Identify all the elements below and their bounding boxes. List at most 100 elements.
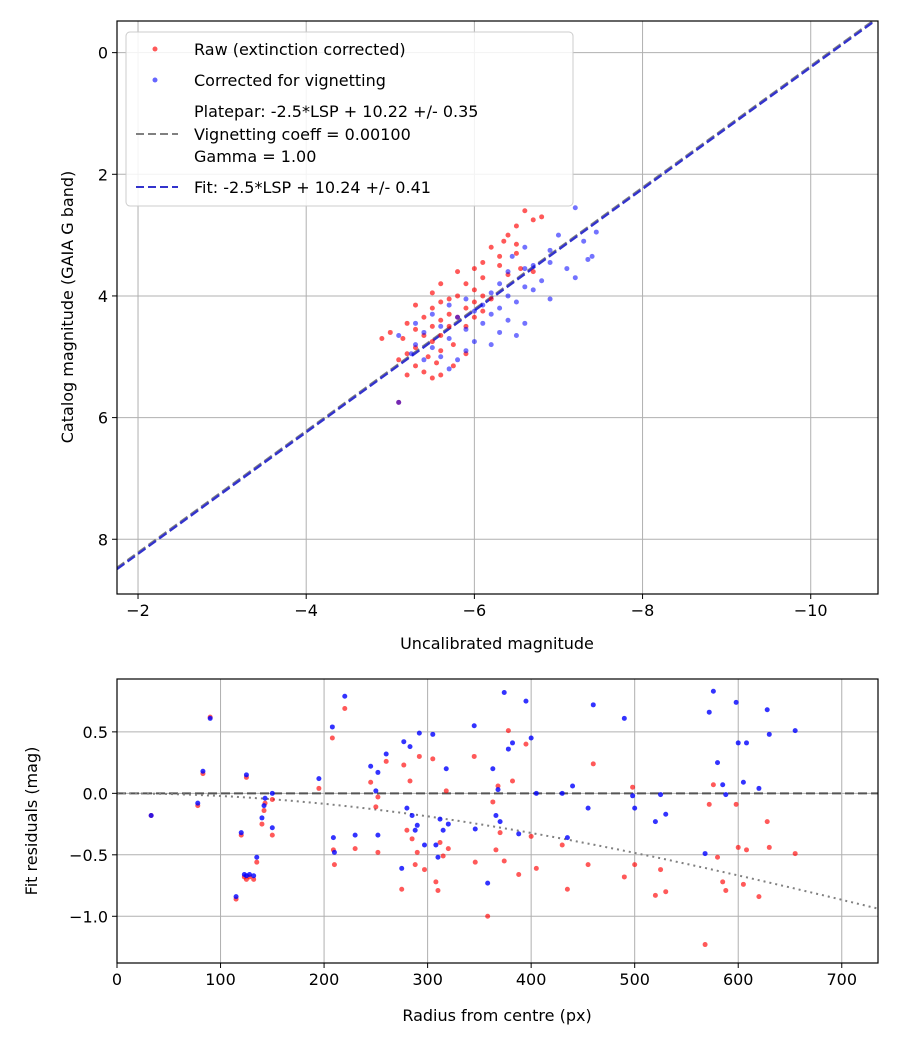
bottom-points: [148, 688, 798, 948]
raw-point: [497, 263, 503, 269]
raw-point: [413, 326, 419, 332]
corrected-point: [590, 702, 596, 708]
x-tick-label: 300: [412, 970, 443, 989]
raw-point: [513, 250, 519, 256]
raw-point: [429, 323, 435, 329]
raw-point: [261, 808, 267, 814]
raw-point: [438, 281, 444, 287]
corrected-point: [564, 835, 570, 841]
corrected-point: [528, 735, 534, 741]
corrected-point: [632, 805, 638, 811]
legend-gamma-label: Gamma = 1.00: [194, 147, 316, 166]
y-tick-label: 0.5: [83, 723, 108, 742]
corrected-point: [200, 768, 206, 774]
legend-platepar-label: Platepar: -2.5*LSP + 10.22 +/- 0.35: [194, 102, 478, 121]
raw-point: [516, 871, 522, 877]
corrected-point: [497, 329, 503, 335]
raw-point: [472, 859, 478, 865]
corrected-point: [329, 724, 335, 730]
y-tick-label: −0.5: [69, 846, 108, 865]
raw-point: [523, 741, 529, 747]
corrected-point: [407, 744, 413, 750]
raw-point: [497, 830, 503, 836]
corrected-point: [485, 880, 491, 886]
top-y-axis-label: Catalog magnitude (GAIA G band): [58, 171, 77, 443]
corrected-point: [555, 232, 561, 238]
raw-point: [533, 865, 539, 871]
raw-point: [480, 275, 486, 281]
x-tick-label: 700: [826, 970, 857, 989]
raw-point: [756, 894, 762, 900]
raw-point: [480, 308, 486, 314]
corrected-point: [330, 835, 336, 841]
corrected-point: [331, 849, 337, 855]
raw-point: [658, 867, 664, 873]
raw-point: [422, 867, 428, 873]
y-tick-label: 8: [98, 530, 108, 549]
corrected-point: [513, 332, 519, 338]
raw-point: [471, 753, 477, 759]
raw-point: [522, 208, 528, 214]
corrected-point: [247, 871, 253, 877]
corrected-point: [413, 320, 419, 326]
raw-point: [630, 784, 636, 790]
corrected-point: [455, 314, 461, 320]
corrected-point: [352, 832, 358, 838]
raw-point: [590, 761, 596, 767]
raw-point: [443, 788, 449, 794]
raw-point: [505, 728, 511, 734]
legend-corrected-marker: [152, 77, 158, 83]
raw-point: [518, 266, 524, 272]
raw-point: [329, 735, 335, 741]
corrected-point: [148, 812, 154, 818]
corrected-point: [261, 803, 267, 809]
legend-raw-marker: [152, 46, 158, 52]
corrected-point: [422, 842, 428, 848]
raw-point: [450, 363, 456, 369]
corrected-point: [262, 795, 268, 801]
x-tick-label: −10: [794, 601, 828, 620]
corrected-point: [269, 790, 275, 796]
corrected-point: [375, 832, 381, 838]
y-tick-label: 4: [98, 287, 108, 306]
raw-point: [471, 266, 477, 272]
raw-point: [513, 223, 519, 229]
legend-vignetting-label: Vignetting coeff = 0.00100: [194, 125, 411, 144]
corrected-point: [429, 311, 435, 317]
corrected-point: [368, 763, 374, 769]
corrected-point: [720, 782, 726, 788]
corrected-point: [735, 740, 741, 746]
raw-point: [269, 832, 275, 838]
corrected-point: [408, 351, 414, 357]
raw-point: [585, 862, 591, 868]
bottom-axes-frame: [116, 678, 879, 964]
corrected-point: [766, 731, 772, 737]
corrected-point: [505, 293, 511, 299]
corrected-point: [589, 253, 595, 259]
raw-point: [435, 887, 441, 893]
corrected-point: [342, 693, 348, 699]
bottom-panel: 0 100 200 300 400 500 600 700 0.5 0.0 −0.5 −1.0 Rad…: [22, 678, 879, 1025]
raw-point: [480, 259, 486, 265]
raw-point: [373, 804, 379, 810]
corrected-point: [572, 205, 578, 211]
corrected-point: [269, 825, 275, 831]
raw-point: [792, 851, 798, 857]
raw-point: [490, 799, 496, 805]
raw-point: [501, 858, 507, 864]
corrected-point: [516, 831, 522, 837]
bottom-lines: [117, 792, 878, 910]
corrected-point: [497, 281, 503, 287]
raw-point: [434, 360, 440, 366]
corrected-point: [435, 854, 441, 860]
top-axes-frame: [116, 20, 879, 595]
corrected-point: [756, 785, 762, 791]
corrected-point: [416, 730, 422, 736]
corrected-point: [593, 229, 599, 235]
raw-point: [416, 753, 422, 759]
raw-point: [450, 342, 456, 348]
corrected-point: [471, 339, 477, 345]
corrected-point: [547, 259, 553, 265]
corrected-point: [630, 793, 636, 799]
raw-point: [413, 302, 419, 308]
